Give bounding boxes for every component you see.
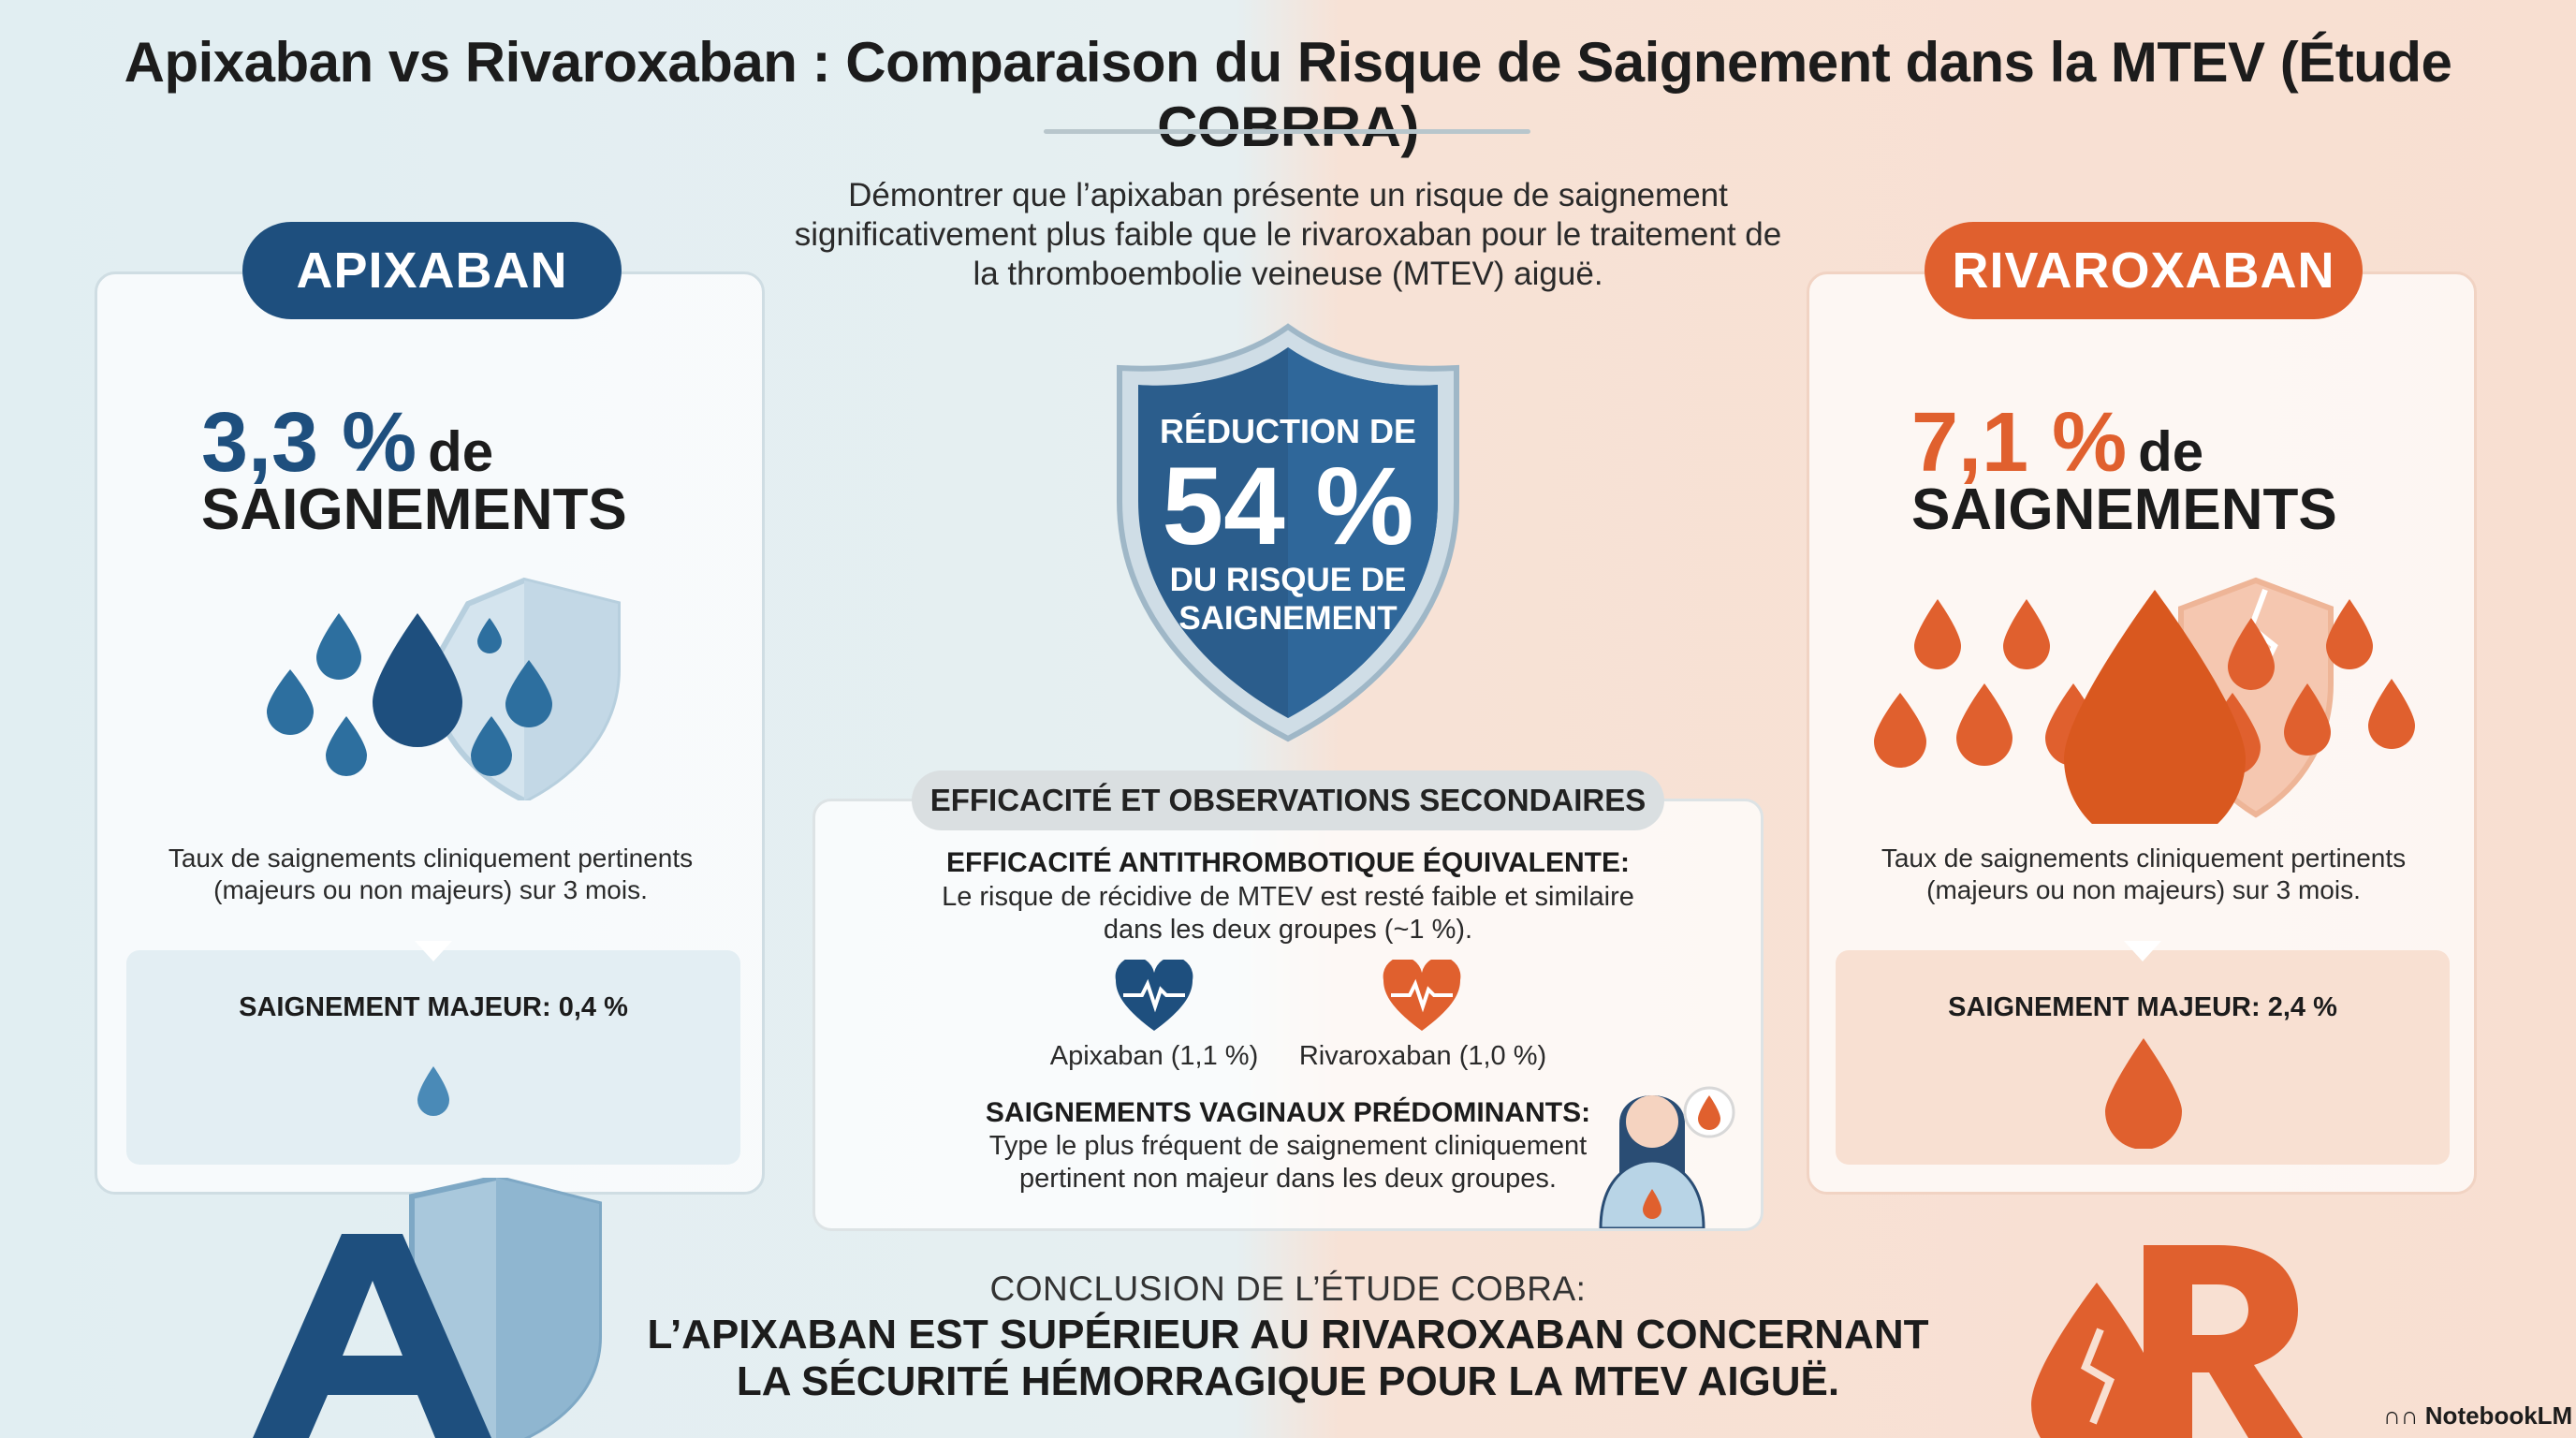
apixaban-label: APIXABAN [242,222,622,319]
blue-drops-shield-icon [267,577,621,800]
shield-line1: RÉDUCTION DE [1159,412,1416,450]
conclusion-line1: L’APIXABAN EST SUPÉRIEUR AU RIVAROXABAN … [647,1312,1929,1357]
apixaban-rate-unit: SAIGNEMENTS [201,477,627,542]
vaginal-bleeding-line1: Type le plus fréquent de saignement clin… [988,1131,1588,1161]
rivaroxaban-rate-de: de [2138,420,2204,483]
rivaroxaban-box-notch [2124,941,2161,961]
rivaroxaban-rate-unit: SAIGNEMENTS [1911,477,2337,542]
rivaroxaban-heart-icon [1383,960,1461,1031]
efficacy-line2: dans les deux groupes (~1 %). [1103,915,1473,945]
efficacy-heading: EFFICACITÉ ANTITHROMBOTIQUE ÉQUIVALENTE: [946,847,1630,878]
apixaban-rate: 3,3 % [201,396,417,490]
secondary-observations-box [812,799,1764,1231]
vaginal-bleeding-heading: SAIGNEMENTS VAGINAUX PRÉDOMINANTS: [985,1097,1591,1128]
reduction-shield-icon [1117,323,1459,742]
apixaban-rate-line: 3,3 % de [201,401,493,494]
apixaban-heart-icon [1115,960,1193,1031]
page-title: Apixaban vs Rivaroxaban : Comparaison du… [124,31,2452,158]
rivaroxaban-major-bleeding: SAIGNEMENT MAJEUR: 2,4 % [1948,992,2337,1022]
rivaroxaban-rate-line: 7,1 % de [1911,401,2203,494]
medium-orange-drop-icon [2105,1038,2182,1149]
woman-figure-icon [1599,1086,1735,1228]
rivaroxaban-logo-icon [2031,1245,2303,1438]
notebooklm-logo-icon: ∩∩ [2383,1401,2425,1430]
efficacy-line1: Le risque de récidive de MTEV est resté … [942,882,1634,912]
apixaban-major-bleeding: SAIGNEMENT MAJEUR: 0,4 % [239,992,628,1022]
apixaban-logo-icon [253,1178,602,1438]
vaginal-bleeding-line2: pertinent non majeur dans les deux group… [1019,1164,1557,1194]
orange-drops-cracked-shield-icon [1874,577,2415,824]
notebooklm-watermark: ∩∩ NotebookLM [2383,1401,2572,1431]
apixaban-box-notch [415,941,452,961]
small-blue-drop-icon [417,1066,449,1116]
conclusion-line2: LA SÉCURITÉ HÉMORRAGIQUE POUR LA MTEV AI… [736,1358,1840,1404]
secondary-observations-title: EFFICACITÉ ET OBSERVATIONS SECONDAIRES [912,770,1664,830]
rivaroxaban-description: Taux de saignements cliniquement pertine… [1881,844,2407,904]
apixaban-recurrence: Apixaban (1,1 %) [1049,1041,1259,1071]
shield-line2: DU RISQUE DE [1169,562,1407,598]
notebooklm-label: NotebookLM [2424,1401,2573,1430]
title-divider [1044,129,1530,134]
shield-line3: SAIGNEMENT [1178,600,1398,637]
apixaban-rate-de: de [428,420,494,483]
rivaroxaban-recurrence: Rivaroxaban (1,0 %) [1298,1041,1547,1071]
apixaban-description: Taux de saignements cliniquement pertine… [168,844,694,904]
rivaroxaban-rate: 7,1 % [1911,396,2128,490]
shield-value: 54 % [1162,445,1414,568]
study-objective: Démontrer que l’apixaban présente un ris… [794,177,1782,292]
rivaroxaban-label: RIVAROXABAN [1925,222,2363,319]
conclusion-label: CONCLUSION DE L’ÉTUDE COBRA: [989,1269,1587,1308]
apixaban-major-box [126,950,740,1165]
